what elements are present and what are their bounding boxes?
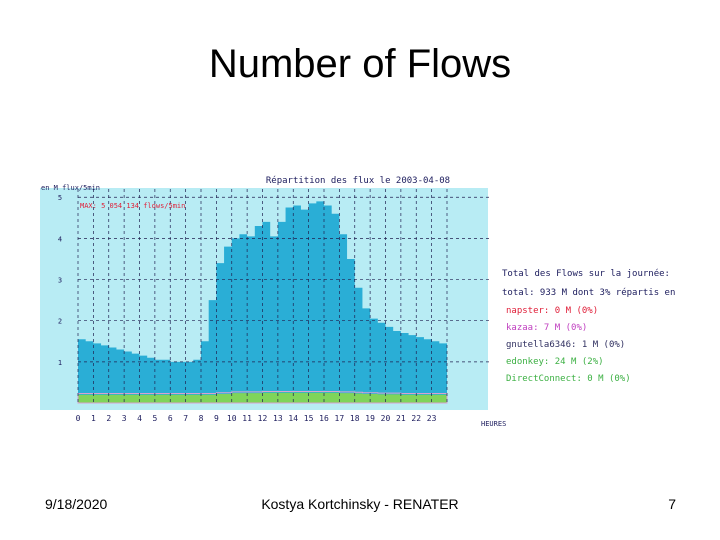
y-tick-label: 2 [58,318,62,326]
x-tick-label: 23 [427,414,437,423]
x-tick-label: 12 [258,414,268,423]
summary-item: gnutella6346: 1 M (0%) [506,340,625,350]
x-axis-label: HEURES [481,420,506,428]
x-tick-label: 18 [350,414,360,423]
x-tick-label: 19 [365,414,375,423]
summary-items: napster: 0 M (0%) kazaa: 7 M (0%) gnutella… [506,306,631,384]
summary-item: edonkey: 24 M (2%) [506,357,604,367]
x-tick-label: 7 [183,414,188,423]
x-tick-label: 10 [227,414,237,423]
x-tick-label: 2 [106,414,111,423]
summary-item: kazaa: 7 M (0%) [506,323,587,333]
x-tick-label: 1 [91,414,96,423]
y-tick-label: 1 [58,359,62,367]
x-tick-label: 13 [273,414,283,423]
x-ticks-group: 0 1 2 3 4 5 6 7 8 9 10 11 12 13 14 15 16 17 18 19 20 21 22 23 [76,414,437,423]
x-tick-label: 8 [199,414,204,423]
y-tick-label: 4 [58,235,62,243]
x-tick-label: 11 [242,414,252,423]
x-tick-label: 3 [122,414,127,423]
y-axis-label: en M flux/5min [41,184,100,192]
series-kazaa-line [77,390,448,404]
summary-item: DirectConnect: 0 M (0%) [506,374,631,384]
x-tick-label: 17 [335,414,345,423]
x-tick-label: 5 [152,414,157,423]
x-tick-label: 14 [288,414,298,423]
page-number: 7 [668,496,676,512]
footer-date: 9/18/2020 [45,496,108,512]
x-tick-label: 0 [76,414,81,423]
summary-item: napster: 0 M (0%) [506,306,598,316]
footer-author: Kostya Kortchinsky - RENATER [261,496,459,512]
x-tick-label: 6 [168,414,173,423]
x-tick-label: 20 [381,414,391,423]
slide-title: Number of Flows [208,42,512,86]
summary-heading: Total des Flows sur la journée: [502,268,670,279]
x-tick-label: 15 [304,414,314,423]
summary-total: total: 933 M dont 3% répartis en [502,287,675,298]
chart-title: Répartition des flux le 2003-04-08 [266,175,450,186]
x-tick-label: 16 [319,414,329,423]
max-label: MAX: 5 054 134 flows/5min [80,202,185,210]
x-tick-label: 22 [411,414,421,423]
grid-group [77,189,492,405]
x-tick-label: 21 [396,414,406,423]
x-tick-label: 9 [214,414,219,423]
y-tick-label: 5 [58,194,62,202]
y-ticks-group: 1 2 3 4 5 [58,194,62,367]
y-tick-label: 3 [58,277,62,285]
x-tick-label: 4 [137,414,142,423]
